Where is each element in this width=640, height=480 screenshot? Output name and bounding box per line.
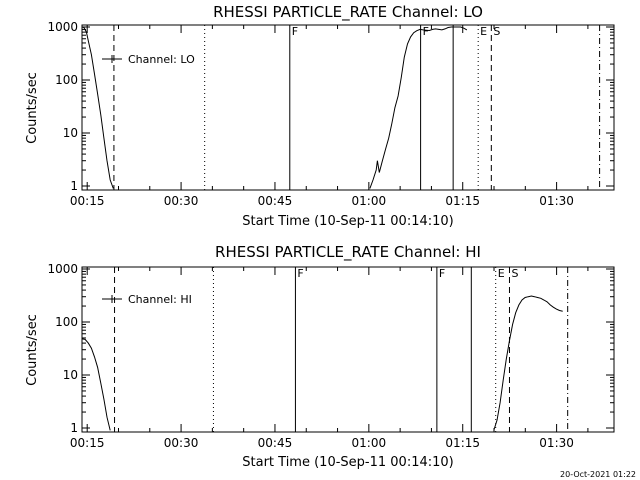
panel-hi-marker-label: F <box>439 267 445 280</box>
panel-lo-xtick-label: 00:15 <box>70 194 105 208</box>
panel-lo: RHESSI PARTICLE_RATE Channel: LO Counts/… <box>25 3 615 229</box>
panel-lo-title: RHESSI PARTICLE_RATE Channel: LO <box>213 3 483 22</box>
panel-lo-marker-label: F <box>423 25 429 38</box>
panel-hi-xtick-label: 01:00 <box>352 436 387 450</box>
panel-lo-marker-label: S <box>493 25 500 38</box>
panel-hi-xtick-label: 01:30 <box>539 436 574 450</box>
panel-hi-ytick-label: 1000 <box>47 262 78 276</box>
panel-hi-xtick-label: 00:15 <box>70 436 105 450</box>
panel-lo-legend-entry: Channel: LO <box>128 53 195 66</box>
panel-lo-series-line <box>369 26 468 189</box>
panel-lo-ticks: 00:15 00:30 00:45 01:00 01:15 01:30 1 10 100 1000 <box>47 20 614 208</box>
panel-lo-ytick-label: 10 <box>63 126 78 140</box>
panel-hi-xtick-label: 01:15 <box>445 436 480 450</box>
panel-lo-marker-label: F <box>292 25 298 38</box>
panel-hi-ytick-label: 10 <box>63 368 78 382</box>
panel-hi-ytick-label: 1 <box>70 421 78 435</box>
panel-lo-xtick-label: 01:15 <box>445 194 480 208</box>
panel-lo-series-line <box>81 26 114 189</box>
panel-hi-title: RHESSI PARTICLE_RATE Channel: HI <box>215 243 481 262</box>
panel-hi: RHESSI PARTICLE_RATE Channel: HI Counts/… <box>25 243 615 470</box>
panel-lo-ytick-label: 1 <box>70 179 78 193</box>
panel-hi-series <box>81 295 563 431</box>
panel-hi-series-line <box>81 338 111 431</box>
panel-hi-ytick-label: 100 <box>55 315 78 329</box>
panel-hi-legend-entry: Channel: HI <box>128 293 192 306</box>
panel-hi-marker-label: S <box>511 267 518 280</box>
panel-lo-xlabel: Start Time (10-Sep-11 00:14:10) <box>242 214 453 229</box>
panel-hi-ticks: 00:15 00:30 00:45 01:00 01:15 01:30 1 10 100 1000 <box>47 262 614 450</box>
panel-lo-xtick-label: 01:00 <box>352 194 387 208</box>
panel-hi-marker-label: F <box>297 267 303 280</box>
panel-hi-ylabel: Counts/sec <box>25 314 40 386</box>
panel-hi-series-line <box>493 295 563 431</box>
panel-lo-ytick-label: 100 <box>55 73 78 87</box>
panel-lo-series <box>81 26 468 189</box>
panel-lo-ylabel: Counts/sec <box>25 72 40 144</box>
panel-lo-xtick-label: 01:30 <box>539 194 574 208</box>
panel-lo-xtick-label: 00:30 <box>164 194 199 208</box>
panel-hi-xlabel: Start Time (10-Sep-11 00:14:10) <box>242 455 453 470</box>
panel-hi-marker-label: E <box>498 267 505 280</box>
panel-hi-xtick-label: 00:45 <box>258 436 293 450</box>
timestamp: 20-Oct-2021 01:22 <box>560 470 636 479</box>
panel-hi-xtick-label: 00:30 <box>164 436 199 450</box>
panel-lo-marker-label: E <box>480 25 487 38</box>
panel-lo-xtick-label: 00:45 <box>258 194 293 208</box>
panel-lo-ytick-label: 1000 <box>47 20 78 34</box>
